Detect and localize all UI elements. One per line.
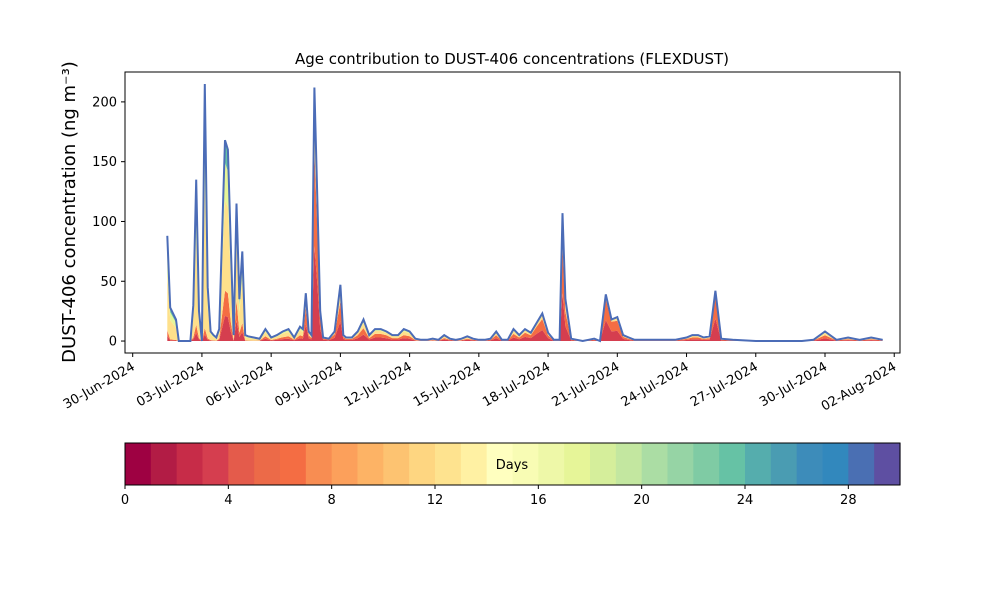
colorbar-tick-label: 20	[633, 493, 650, 508]
y-tick-label: 150	[92, 155, 117, 170]
colorbar-segment	[512, 443, 539, 485]
colorbar-segment	[848, 443, 875, 485]
colorbar-segment	[331, 443, 359, 485]
colorbar-segment	[770, 443, 798, 485]
plot-area: 0 50 100 150 200 30-Jun-202403-Jul-202406-Jul…	[61, 71, 901, 415]
x-tick-label: 27-Jul-2024	[688, 359, 761, 410]
colorbar-segment	[719, 443, 746, 485]
total-concentration-line	[166, 83, 883, 343]
age-band-0-5-days	[167, 246, 883, 341]
colorbar-segment	[228, 443, 255, 485]
colorbar-segment	[538, 443, 565, 485]
y-tick-label: 100	[92, 215, 117, 230]
colorbar-segment	[667, 443, 694, 485]
colorbar-segment	[641, 443, 669, 485]
colorbar-segment	[486, 443, 514, 485]
colorbar-segment	[822, 443, 849, 485]
x-tick-label: 02-Aug-2024	[819, 359, 899, 414]
colorbar-frame	[124, 442, 901, 486]
colorbar-segment	[409, 443, 436, 485]
colorbar-segment	[745, 443, 772, 485]
colorbar-segment	[796, 443, 824, 485]
x-tick-label: 06-Jul-2024	[203, 359, 276, 410]
age-band-22-30-days	[167, 84, 883, 341]
x-tick-label: 15-Jul-2024	[411, 359, 484, 410]
colorbar: 0 4 8 12 16 20 24 28 Days	[121, 442, 901, 508]
y-tick-label: 0	[109, 335, 117, 350]
colorbar-segment	[176, 443, 204, 485]
colorbar-segment	[125, 443, 152, 485]
age-band-16-22-days	[167, 97, 883, 341]
x-tick-label: 30-Jun-2024	[61, 359, 138, 412]
colorbar-segment	[693, 443, 720, 485]
colorbar-segment	[305, 443, 333, 485]
x-tick-label: 24-Jul-2024	[619, 359, 692, 410]
colorbar-segment	[460, 443, 488, 485]
colorbar-segment	[590, 443, 617, 485]
colorbar-segment	[564, 443, 591, 485]
y-axis-label: DUST-406 concentration (ng m⁻³)	[59, 61, 80, 363]
colorbar-tick-label: 0	[121, 493, 129, 508]
colorbar-segment	[615, 443, 643, 485]
age-band-10-16-days	[167, 112, 883, 342]
colorbar-tick-label: 12	[427, 493, 444, 508]
colorbar-tick-label: 28	[840, 493, 857, 508]
x-tick-label: 18-Jul-2024	[480, 359, 553, 410]
chart-title: Age contribution to DUST-406 concentrati…	[295, 50, 729, 68]
colorbar-tick-label: 24	[737, 493, 754, 508]
colorbar-tick-label: 8	[328, 493, 336, 508]
colorbar-segment	[357, 443, 384, 485]
colorbar-segment	[280, 443, 307, 485]
colorbar-tick-label: 4	[224, 493, 232, 508]
x-tick-label: 09-Jul-2024	[273, 359, 346, 410]
colorbar-tick-label: 16	[530, 493, 547, 508]
colorbar-segment	[150, 443, 178, 485]
colorbar-segment	[435, 443, 462, 485]
age-band-5-10-days	[167, 150, 883, 341]
x-tick-label: 21-Jul-2024	[549, 359, 622, 410]
colorbar-segment	[874, 443, 901, 485]
plot-frame	[124, 71, 901, 354]
y-tick-label: 50	[100, 275, 117, 290]
y-tick-label: 200	[92, 95, 117, 110]
x-tick-label: 03-Jul-2024	[134, 359, 207, 410]
colorbar-label: Days	[496, 458, 529, 473]
colorbar-segment	[254, 443, 281, 485]
colorbar-segment	[383, 443, 410, 485]
colorbar-segment	[202, 443, 229, 485]
x-tick-label: 12-Jul-2024	[342, 359, 415, 410]
